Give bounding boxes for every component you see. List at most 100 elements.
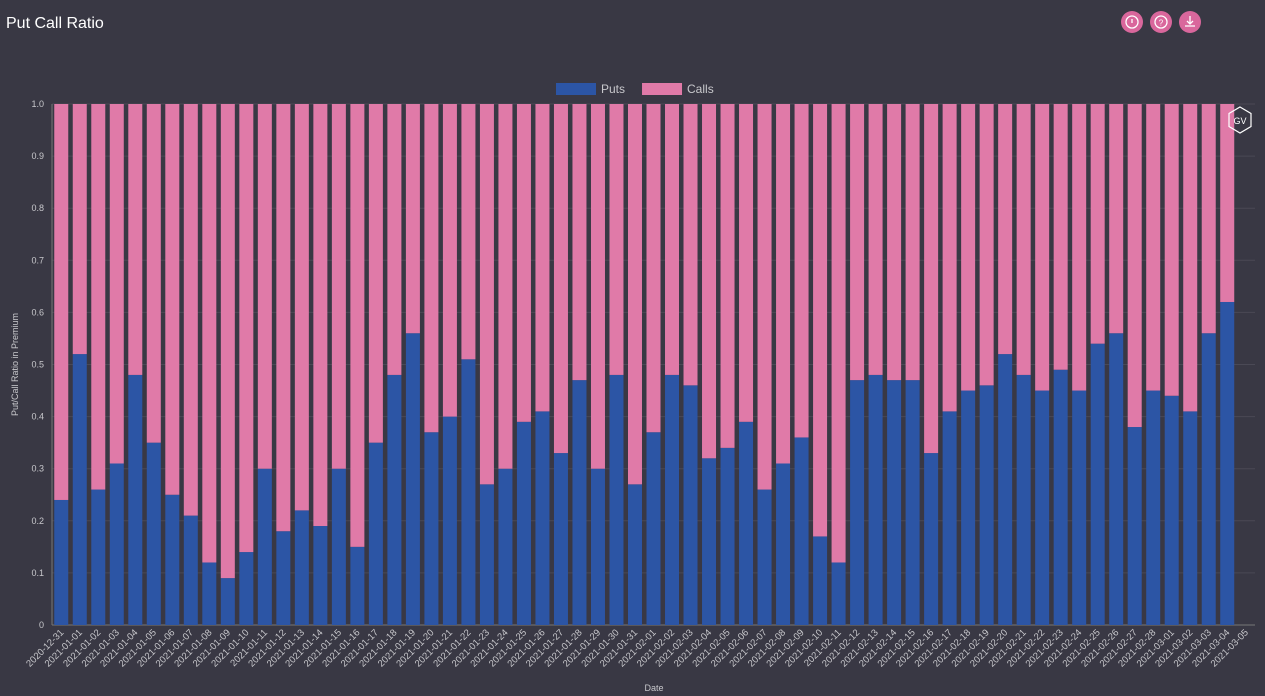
bar-segment	[646, 432, 661, 625]
bar-segment	[998, 104, 1013, 355]
bar-segment	[720, 447, 735, 625]
bar-segment	[424, 432, 439, 625]
svg-text:?: ?	[1159, 19, 1164, 28]
info-button[interactable]	[1121, 11, 1143, 33]
bar-segment	[572, 380, 587, 625]
bar-segment	[331, 104, 346, 469]
bar-segment	[387, 374, 402, 625]
bar-segment	[516, 421, 531, 625]
bar-segment	[683, 104, 698, 386]
y-tick-label: 0.5	[31, 360, 44, 370]
bar-segment	[294, 104, 309, 511]
bar-segment	[183, 515, 198, 625]
bar-segment	[1146, 390, 1161, 625]
page-title: Put Call Ratio	[6, 15, 104, 32]
bar-segment	[516, 104, 531, 422]
bar-segment	[479, 484, 494, 625]
bar-segment	[368, 104, 383, 443]
bar-segment	[313, 526, 328, 625]
bar-segment	[905, 104, 920, 381]
bar-segment	[1072, 104, 1087, 391]
bar-segment	[1109, 333, 1124, 625]
bar-segment	[1220, 104, 1235, 302]
bar-segment	[739, 104, 754, 422]
bar-segment	[313, 104, 328, 527]
bar-segment	[1016, 104, 1031, 375]
bar-segment	[665, 104, 680, 375]
y-tick-label: 0.3	[31, 464, 44, 474]
bar-segment	[220, 104, 235, 579]
bar-segment	[350, 104, 365, 547]
bar-segment	[535, 104, 550, 412]
bar-segment	[1183, 104, 1198, 412]
bar-segment	[979, 104, 994, 386]
bar-segment	[776, 463, 791, 625]
bar-segment	[1164, 104, 1179, 396]
legend-swatch	[556, 83, 596, 95]
bar-segment	[961, 104, 976, 391]
bar-segment	[831, 562, 846, 625]
bar-segment	[257, 104, 272, 469]
legend-label: Puts	[601, 82, 625, 96]
bar-segment	[405, 104, 420, 334]
bar-segment	[183, 104, 198, 516]
bar-segment	[109, 463, 124, 625]
bar-segment	[387, 104, 402, 375]
bar-segment	[1220, 301, 1235, 625]
bar-segment	[794, 437, 809, 625]
y-axis-label: Put/Call Ratio in Premium	[10, 313, 20, 416]
bar-segment	[590, 104, 605, 469]
y-tick-label: 0.4	[31, 412, 44, 422]
bar-segment	[553, 104, 568, 454]
bar-segment	[72, 354, 87, 625]
bar-segment	[1127, 427, 1142, 625]
bar-segment	[109, 104, 124, 464]
y-tick-label: 1.0	[31, 99, 44, 109]
bar-segment	[553, 453, 568, 625]
bar-segment	[479, 104, 494, 485]
bar-segment	[627, 484, 642, 625]
bar-segment	[1035, 104, 1050, 391]
bar-segment	[442, 104, 457, 417]
download-button[interactable]	[1179, 11, 1201, 33]
bar-segment	[239, 104, 254, 553]
bar-segment	[1183, 411, 1198, 625]
bar-segment	[1201, 104, 1216, 334]
bar-segment	[91, 489, 106, 625]
bar-segment	[424, 104, 439, 433]
bar-segment	[220, 578, 235, 625]
bar-segment	[757, 489, 772, 625]
bar-segment	[165, 104, 180, 495]
bar-segment	[627, 104, 642, 485]
bar-segment	[146, 442, 161, 625]
bar-segment	[979, 385, 994, 625]
bar-segment	[165, 494, 180, 625]
bar-segment	[831, 104, 846, 563]
bar-segment	[461, 359, 476, 625]
bar-segment	[1164, 395, 1179, 625]
bar-segment	[646, 104, 661, 433]
bar-segment	[702, 458, 717, 625]
bar-segment	[572, 104, 587, 381]
bar-segment	[1090, 104, 1105, 344]
bar-segment	[609, 104, 624, 375]
bar-segment	[1146, 104, 1161, 391]
bar-segment	[942, 104, 957, 412]
bar-segment	[998, 354, 1013, 625]
x-axis-label: Date	[644, 683, 663, 691]
bar-segment	[498, 468, 513, 625]
help-button[interactable]: ?	[1150, 11, 1172, 33]
legend-label: Calls	[687, 82, 714, 96]
bar-segment	[1090, 343, 1105, 625]
y-tick-label: 0	[39, 620, 44, 630]
bar-segment	[331, 468, 346, 625]
bar-segment	[1035, 390, 1050, 625]
bar-segment	[609, 374, 624, 625]
bar-segment	[1053, 369, 1068, 625]
bar-segment	[702, 104, 717, 459]
bar-segment	[1016, 374, 1031, 625]
bar-segment	[128, 104, 143, 375]
bar-segment	[1072, 390, 1087, 625]
